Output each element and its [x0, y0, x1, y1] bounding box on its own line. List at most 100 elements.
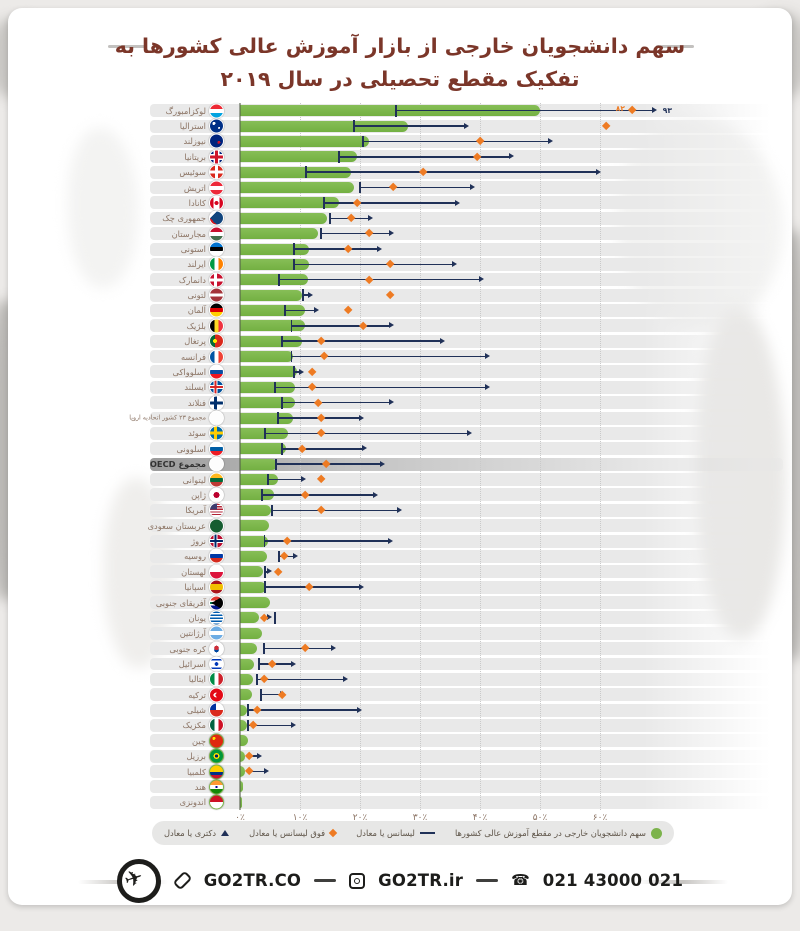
flag-icon — [209, 533, 224, 549]
website-link[interactable]: GO2TR.CO — [203, 871, 302, 890]
flag-icon — [209, 779, 224, 795]
row-band — [150, 672, 783, 686]
bachelor-tick — [246, 704, 249, 716]
country-label: کانادا — [188, 197, 206, 208]
bachelor-tick — [264, 566, 267, 578]
country-label: کلمبیا — [186, 766, 206, 777]
navy-line-icon — [419, 832, 435, 834]
bachelor-tick — [260, 689, 262, 701]
gridline — [600, 103, 601, 811]
infographic-card: سهم دانشجویان خارجی از بازار آموزش عالی … — [8, 8, 792, 905]
chart-row: لوکزامبورگ ۸۲ ۹۳ — [8, 103, 792, 119]
bachelor-tick — [255, 673, 258, 686]
row-band — [150, 611, 783, 625]
row-band — [150, 703, 783, 717]
total-share-bar — [240, 151, 357, 163]
country-label: ترکیه — [188, 689, 206, 700]
gridline — [480, 103, 481, 811]
flag-icon — [209, 472, 224, 488]
country-label: آمریکا — [185, 505, 206, 516]
country-label: لتونی — [187, 290, 206, 301]
row-band — [150, 534, 783, 548]
country-label: لهستان — [181, 566, 206, 577]
doctorate-arrow-icon — [377, 245, 382, 252]
country-label: شیلی — [186, 705, 206, 716]
doctorate-arrow-icon — [596, 168, 601, 175]
row-band — [150, 365, 783, 379]
chart-row: فرانسه — [8, 349, 792, 365]
chart-row: اندونزی — [8, 794, 792, 810]
flag-icon — [209, 333, 224, 349]
row-band — [150, 749, 783, 763]
doctorate-arrow-icon — [293, 553, 298, 559]
flag-icon — [209, 180, 224, 196]
doctorate-arrow-icon — [470, 184, 475, 191]
doctorate-arrow-icon — [485, 353, 490, 360]
phone-number[interactable]: 021 43000 021 — [542, 871, 684, 890]
row-band — [150, 442, 783, 456]
total-share-bar — [240, 597, 270, 609]
doctorate-line — [294, 263, 452, 266]
row-band — [150, 334, 783, 348]
doctorate-arrow-icon — [359, 414, 364, 421]
total-share-bar — [240, 412, 293, 424]
chart-row: استرالیا — [8, 118, 792, 134]
country-label: استونی — [180, 244, 206, 254]
zero-axis-line — [239, 103, 241, 811]
country-label: اتریش — [183, 182, 206, 193]
country-label: مجموع OECD — [149, 459, 206, 470]
row-band — [150, 565, 783, 579]
chart-legend: سهم دانشجویان خارجی در مقطع آموزش عالی ک… — [152, 821, 674, 845]
country-label: آفریقای جنوبی — [155, 597, 206, 608]
doctorate-line — [271, 509, 397, 512]
country-label: کره جنوبی — [169, 643, 206, 654]
flag-icon — [209, 149, 224, 165]
instagram-link[interactable]: GO2TR.ir — [378, 871, 464, 890]
bachelor-tick — [270, 504, 273, 517]
doctorate-arrow-icon — [299, 368, 304, 375]
chart-row: آفریقای جنوبی — [8, 595, 792, 610]
total-share-bar — [240, 766, 245, 778]
total-share-bar — [240, 566, 263, 578]
flag-icon — [209, 687, 224, 703]
doctorate-arrow-icon — [548, 138, 553, 145]
legend-item-total-share: سهم دانشجویان خارجی در مقطع آموزش عالی ک… — [455, 827, 662, 839]
chart-row: چین — [8, 733, 792, 749]
chart-row: روسیه — [8, 548, 792, 564]
total-share-bar — [240, 612, 260, 624]
bachelor-tick — [261, 489, 264, 501]
doctorate-line — [249, 770, 265, 773]
link-icon — [172, 870, 193, 891]
country-label: آرژانتین — [179, 628, 206, 639]
doctorate-line — [282, 448, 362, 450]
country-label: مجموع ۲۳ کشور اتحادیه اروپا — [129, 414, 206, 422]
doctorate-arrow-icon — [267, 614, 273, 621]
chart-row: لتونی — [8, 287, 792, 303]
doctorate-arrow-icon — [264, 768, 270, 775]
chart-row: یونان — [8, 610, 792, 626]
flag-icon — [209, 610, 224, 626]
country-label: چین — [192, 735, 206, 746]
country-label: ایتالیا — [188, 674, 206, 685]
legend-item-master: فوق لیسانس یا معادل — [249, 828, 338, 838]
flag-icon — [209, 241, 224, 257]
bachelor-tick — [264, 581, 267, 593]
total-share-bar — [240, 274, 308, 286]
total-share-bar — [240, 658, 255, 670]
country-label: بلژیک — [186, 320, 206, 331]
flag-icon — [209, 364, 224, 380]
total-share-bar — [240, 719, 247, 731]
bachelor-tick — [323, 197, 325, 209]
row-band — [150, 303, 783, 317]
country-label: فرانسه — [180, 351, 206, 362]
total-share-bar — [240, 750, 246, 762]
chart-row: اسرائیل — [8, 656, 792, 672]
gridline — [420, 103, 421, 811]
flag-icon — [209, 764, 224, 780]
doctorate-line — [291, 325, 389, 327]
flag-icon — [209, 441, 224, 457]
chart-row: کانادا — [8, 195, 792, 211]
country-label: لوکزامبورگ — [165, 105, 206, 116]
country-label: مکزیک — [182, 720, 206, 731]
chart-row: آمریکا — [8, 502, 792, 518]
